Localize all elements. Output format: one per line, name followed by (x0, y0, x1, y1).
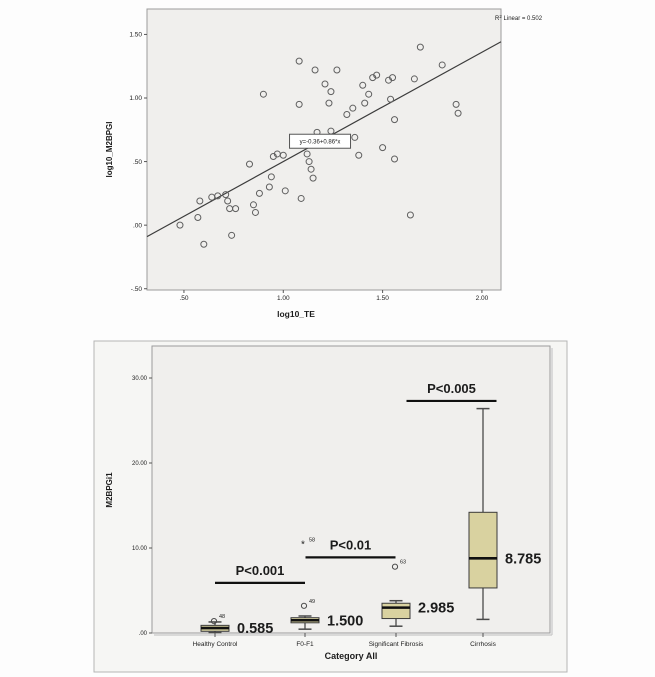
scatter-point (391, 155, 399, 163)
outlier-point (300, 602, 308, 609)
category-label: Significant Fibrosis (369, 641, 424, 648)
scatter-point (416, 43, 424, 51)
outlier-label: 63 (400, 560, 406, 566)
category-label: Cirrhosis (470, 641, 496, 648)
scatter-point (295, 100, 303, 108)
scatter-point (305, 158, 313, 166)
scatter-ytick-label: -.50 (131, 286, 143, 293)
scatter-plot-area (146, 8, 502, 291)
boxplot-x-axis-label: Category All (325, 651, 378, 661)
equation-box (289, 133, 352, 149)
scatter-point (224, 197, 232, 205)
scatter-point (246, 160, 254, 168)
scatter-point (251, 208, 259, 216)
scatter-point (307, 165, 315, 173)
boxplot-ytick-label: 30.00 (132, 376, 148, 382)
scatter-point (438, 61, 446, 69)
scatter-point (452, 100, 460, 108)
scatter-point (279, 151, 287, 159)
scatter-point (196, 197, 204, 205)
pvalue-label: P<0.001 (236, 563, 285, 578)
scatter-point (365, 90, 373, 98)
scatter-xtick-label: 1.50 (376, 295, 389, 302)
scatter-x-axis-label: log10_TE (277, 309, 315, 319)
scatter-ytick-label: 1.50 (129, 32, 142, 39)
scatter-point (327, 88, 335, 96)
scatter-point (379, 144, 387, 152)
scatter-point (295, 57, 303, 65)
outlier-label: 48 (219, 614, 225, 620)
scatter-point (387, 95, 395, 103)
boxplot-ytick-label: 10.00 (132, 546, 148, 552)
scatter-point (333, 66, 341, 74)
scatter-xtick-label: .50 (179, 295, 188, 302)
median-value-label: 2.985 (418, 601, 454, 617)
scatter-point (391, 116, 399, 124)
scatter-point (249, 201, 257, 209)
scatter-point (214, 192, 222, 200)
scatter-point (265, 183, 273, 191)
outlier-label: 49 (309, 599, 315, 605)
scatter-point (359, 81, 367, 89)
scatter-point (281, 187, 289, 195)
scatter-point (325, 99, 333, 107)
scatter-point (232, 205, 240, 213)
scatter-point (228, 231, 236, 239)
median-value-label: 1.500 (327, 613, 363, 629)
scatter-point (454, 109, 462, 117)
scatter-point (373, 71, 381, 79)
scatter-xtick-label: 1.00 (277, 295, 290, 302)
pvalue-label: P<0.01 (330, 537, 372, 552)
scatter-point (267, 173, 275, 181)
outlier-label: 58 (309, 538, 315, 544)
scatter-point (349, 104, 357, 112)
median-value-label: 8.785 (505, 551, 541, 567)
scatter-ytick-label: .50 (133, 159, 142, 166)
box-3 (381, 602, 411, 620)
scatter-point (194, 214, 202, 222)
boxplot-y-axis-label: M2BPGi1 (105, 472, 114, 508)
scatter-point (255, 189, 263, 197)
outlier-asterisk: * (301, 540, 305, 551)
boxplot-ytick-label: 20.00 (132, 461, 148, 467)
scatter-point (176, 221, 184, 229)
scatter-point (410, 75, 418, 83)
outlier-point (391, 563, 399, 570)
outlier-point (210, 618, 218, 625)
pvalue-label: P<0.005 (427, 381, 476, 396)
scatter-point (200, 240, 208, 248)
scatter-point (222, 191, 230, 199)
equation-label: y=-0.36+0.86*x (300, 140, 341, 146)
scatter-ytick-label: .00 (133, 222, 142, 229)
scatter-xtick-label: 2.00 (476, 295, 489, 302)
scatter-point (343, 111, 351, 119)
scatter-point (406, 211, 414, 219)
scatter-point (309, 174, 317, 182)
scatter-point (389, 74, 397, 82)
scatter-y-axis-label: log10_M2BPGI (105, 121, 114, 177)
scatter-point (355, 151, 363, 159)
scatter-point (303, 150, 311, 158)
scatter-point (351, 133, 359, 141)
scatter-point (297, 194, 305, 202)
scatter-point (321, 80, 329, 88)
r2-annotation: R2 Linear = 0.502 (495, 14, 543, 22)
median-value-label: 0.585 (237, 621, 273, 637)
box-4 (468, 511, 498, 589)
scatter-ytick-label: 1.00 (129, 95, 142, 102)
boxplot-ytick-label: .00 (139, 631, 148, 637)
scatter-point (311, 66, 319, 74)
category-label: F0-F1 (296, 641, 314, 648)
scatter-point (259, 90, 267, 98)
category-label: Healthy Control (193, 641, 238, 648)
boxplot-plot-area (151, 345, 551, 634)
scatter-point (361, 99, 369, 107)
